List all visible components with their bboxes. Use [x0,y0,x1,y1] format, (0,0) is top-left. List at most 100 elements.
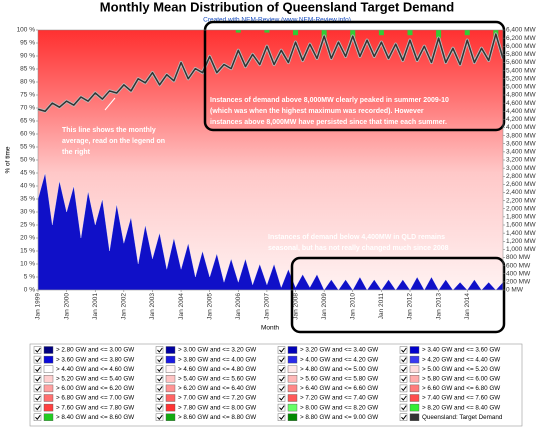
legend-check [401,347,407,353]
legend-checkbox[interactable] [399,403,408,412]
legend-swatch [165,394,176,402]
legend-checkbox[interactable] [277,394,286,402]
legend-label: > 5.00 GW and <= 5.20 GW [422,366,500,373]
legend-check [401,395,407,401]
legend-checkbox[interactable] [155,384,164,393]
legend-label: > 8.20 GW and <= 8.40 GW [422,404,500,411]
legend-check [279,347,285,353]
legend-swatch [43,384,54,393]
legend-swatch [165,355,176,364]
legend-checkbox[interactable] [155,346,164,354]
y2-tick-label: 3,800 MW [506,132,536,139]
legend-checkbox[interactable] [155,403,164,412]
legend-label: > 8.60 GW and <= 8.80 GW [178,414,256,421]
legend-label: > 4.80 GW and <= 5.00 GW [300,366,378,373]
legend-check [279,395,285,401]
legend-label: > 4.40 GW and <= 4.60 GW [56,366,134,373]
legend-checkbox[interactable] [399,375,408,383]
chart-title: Monthly Mean Distribution of Queensland … [100,0,454,14]
legend-swatch [287,394,298,402]
legend-checkbox[interactable] [33,365,42,373]
legend-checkbox[interactable] [277,384,286,393]
plot-frame [37,29,504,291]
legend-swatch [43,394,54,402]
y-tick-label: 100 % [17,27,36,34]
legend-checkbox[interactable] [277,346,286,354]
y-tick-label: 55 % [20,144,35,151]
low-demand-area [37,172,504,291]
x-tick-label: Jan 2014 [464,293,471,320]
legend-check [157,376,163,382]
legend-checkbox[interactable] [33,413,42,421]
legend-checkbox[interactable] [155,355,164,364]
legend-swatch [409,365,420,373]
legend-label: > 3.80 GW and <= 4.00 GW [178,356,256,363]
legend-checkbox[interactable] [399,394,408,402]
legend-checkbox[interactable] [399,346,408,354]
legend-label: > 5.80 GW and <= 6.00 GW [422,375,500,382]
legend-checkbox[interactable] [399,365,408,373]
y-tick-label: 25 % [20,222,35,229]
legend-checkbox[interactable] [399,355,408,364]
legend-checkbox[interactable] [155,394,164,402]
legend-label: > 6.40 GW and <= 6.60 GW [300,385,378,392]
legend-label: > 7.20 GW and <= 7.40 GW [300,395,378,402]
y2-tick-label: 0 MW [506,287,524,294]
legend-check [279,366,285,372]
legend-checkbox[interactable] [33,394,42,402]
legend-swatch [165,413,176,421]
legend-label: > 7.40 GW and <= 7.60 GW [422,395,500,402]
y2-tick-label: 5,200 MW [506,75,536,82]
legend-label: > 3.40 GW and <= 3.60 GW [422,347,500,354]
legend-check [401,366,407,372]
legend-swatch [287,375,298,383]
y-tick-label: 90 % [20,53,35,60]
legend-checkbox[interactable] [277,375,286,383]
legend-checkbox[interactable] [155,375,164,383]
legend-label: > 7.60 GW and <= 7.80 GW [56,404,134,411]
annotation: Instances of demand above 8,000MW clearl… [210,97,449,104]
annotation: average, read on the legend on [62,138,165,145]
legend-checkbox[interactable] [399,384,408,393]
legend-check [35,347,41,353]
legend-check [401,405,407,411]
x-tick-label: Jan 2009 [321,293,328,320]
legend-swatch [409,375,420,383]
legend-checkbox[interactable] [155,413,164,421]
legend-checkbox[interactable] [33,375,42,383]
legend-checkbox[interactable] [33,346,42,354]
y2-tick-label: 4,000 MW [506,124,536,131]
plot [37,30,505,291]
y2-tick-label: 200 MW [506,279,531,286]
legend-checkbox[interactable] [277,355,286,364]
legend-check [35,357,41,363]
legend-checkbox[interactable] [33,355,42,364]
x-tick-label: Jan 2010 [349,293,356,320]
legend-checkbox[interactable] [277,413,286,421]
legend-swatch [287,346,298,354]
legend-check [401,357,407,363]
legend-label: > 3.00 GW and <= 3.20 GW [178,347,256,354]
legend-label: > 5.40 GW and <= 5.60 GW [178,375,256,382]
high-demand-bar [378,30,384,36]
legend-checkbox[interactable] [33,403,42,412]
legend-checkbox[interactable] [277,365,286,373]
legend-check [157,386,163,392]
legend-checkbox[interactable] [277,403,286,412]
y-tick-label: 65 % [20,118,35,125]
y2-tick-label: 3,600 MW [506,140,536,147]
legend-checkbox[interactable] [399,413,408,421]
legend-swatch [165,346,176,354]
legend-label: > 3.20 GW and <= 3.40 GW [300,347,378,354]
legend-label: > 4.20 GW and <= 4.40 GW [422,356,500,363]
legend-checkbox[interactable] [33,384,42,393]
legend-swatch [43,403,54,412]
x-tick-label: Jan 2000 [63,293,70,320]
legend-checkbox[interactable] [155,365,164,373]
legend-label: Queensland: Target Demand [422,414,503,421]
y2-tick-label: 2,600 MW [506,181,536,188]
y-tick-label: 35 % [20,196,35,203]
y2-tick-label: 800 MW [506,254,531,261]
legend-check [157,366,163,372]
x-tick-label: Jan 1999 [35,293,42,320]
